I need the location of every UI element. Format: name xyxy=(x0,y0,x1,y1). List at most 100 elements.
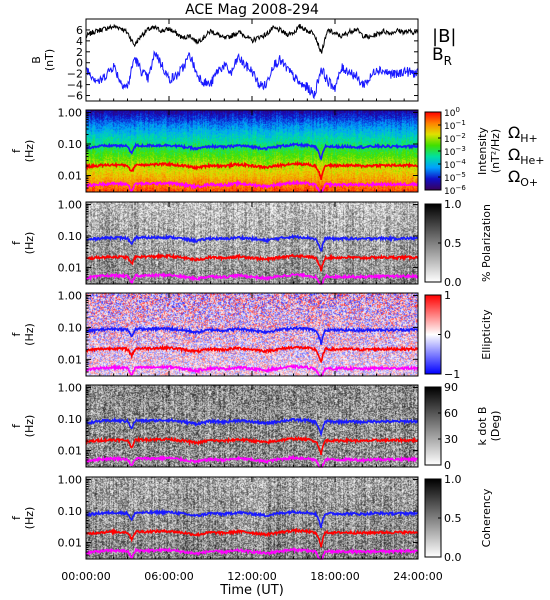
colorbar-tick-label: 10−6 xyxy=(444,184,466,197)
intensity-spectrogram xyxy=(86,110,418,192)
y-tick-label: 0.01 xyxy=(58,353,83,366)
colorbar-tick-label: 10−2 xyxy=(444,132,466,145)
colorbar-label-unit: (nT²/Hz) xyxy=(489,129,502,173)
y-axis-label-quantity: B xyxy=(30,56,43,64)
colorbar-tick-label: 10−1 xyxy=(444,119,466,132)
y-tick-label: −4 xyxy=(67,79,83,92)
legend-b-magnitude: |B| xyxy=(432,26,456,47)
y-tick-label: 0.01 xyxy=(58,170,83,183)
y-tick-label: −2 xyxy=(67,68,83,81)
gyro-line-hplus xyxy=(85,233,419,252)
colorbar-tick-label: 10−5 xyxy=(444,171,466,184)
colorbar-tick-label: 10−4 xyxy=(444,158,466,171)
gyro-line-hplus xyxy=(85,325,419,345)
colorbar-tick-label: 100 xyxy=(444,106,460,119)
x-tick-label: 24:00:00 xyxy=(393,570,442,583)
coherency-spectrogram xyxy=(86,477,418,559)
intensity-panel: 1.00 0.10 0.01 f (Hz) 10010−110−210−310−410−5… xyxy=(10,106,545,197)
legend-heplus: ΩHe+ xyxy=(508,145,545,167)
y-axis-label-quantity: f xyxy=(10,331,23,336)
y-axis-label: f (Hz) xyxy=(10,415,36,438)
x-tick-label: 18:00:00 xyxy=(310,570,359,583)
coherency-panel: 1.00 0.10 0.01 f (Hz) 1.0 0.5 0.0 Coherency xyxy=(10,473,493,564)
y-tick-label: 0.10 xyxy=(58,321,83,334)
y-tick-label: 1.00 xyxy=(58,381,83,394)
y-tick-label: 1.00 xyxy=(58,473,83,486)
y-axis-label: f (Hz) xyxy=(10,323,36,346)
gyro-line-heplus xyxy=(85,160,419,181)
y-tick-label: 0.10 xyxy=(58,505,83,518)
colorbar-label-text: Ellipticity xyxy=(480,309,493,360)
colorbar-tick-label: 0 xyxy=(444,459,451,472)
series-line-b-r xyxy=(86,50,418,100)
colorbar-label: Coherency xyxy=(480,488,493,547)
chart-title: ACE Mag 2008-294 xyxy=(185,2,319,18)
y-axis-label: B (nT) xyxy=(30,49,56,71)
y-tick-label: 0.01 xyxy=(58,262,83,275)
y-tick-label: 1.00 xyxy=(58,198,83,211)
y-axis-label: f (Hz) xyxy=(10,232,36,255)
gyrofrequency-legend: ΩH+ΩHe+ΩO+ xyxy=(508,123,545,189)
colorbar-tick-label: 1.0 xyxy=(444,473,462,486)
gyro-line-heplus xyxy=(86,252,419,272)
y-tick-label: 0.10 xyxy=(58,413,83,426)
x-tick-label: 06:00:00 xyxy=(144,570,193,583)
y-tick-label: −6 xyxy=(67,90,83,103)
polarization-panel: 1.00 0.10 0.01 f (Hz) 1.0 0.5 0.0 % Polarization xyxy=(10,198,493,289)
y-axis-label: f (Hz) xyxy=(10,507,36,530)
x-axis-label: Time (UT) xyxy=(219,583,284,598)
gyro-line-oplus xyxy=(85,454,419,468)
y-axis-label: f (Hz) xyxy=(10,140,36,163)
legend-oplus: ΩO+ xyxy=(508,167,538,189)
colorbar-tick-label: 60 xyxy=(444,407,458,420)
colorbar-tick-label: 0.0 xyxy=(444,551,462,564)
series-line-b-magnitude xyxy=(86,23,418,54)
gyro-line-heplus xyxy=(85,344,419,364)
gyro-line-hplus xyxy=(85,508,419,529)
colorbar-tick-label: −1 xyxy=(444,368,460,381)
y-axis-label-unit: (Hz) xyxy=(23,140,36,163)
gyro-line-hplus xyxy=(85,141,419,161)
time-axis: 00:00:00 06:00:00 12:00:00 18:00:00 24:00:00 xyxy=(61,19,443,583)
legend-b-r: BR xyxy=(432,45,452,68)
y-axis-label-unit: (Hz) xyxy=(23,323,36,346)
colorbar-label-text: Coherency xyxy=(480,488,493,547)
polarization-spectrogram xyxy=(86,202,418,284)
y-axis-label-unit: (Hz) xyxy=(23,415,36,438)
y-axis-label-quantity: f xyxy=(10,515,23,520)
kdotb-colorbar xyxy=(424,386,442,466)
gyro-line-oplus xyxy=(85,546,419,560)
x-tick-label: 12:00:00 xyxy=(227,570,276,583)
colorbar-tick-label: 0.5 xyxy=(444,512,462,525)
gyro-line-heplus xyxy=(85,527,419,548)
colorbar-tick-label: 0.5 xyxy=(444,237,462,250)
y-tick-label: 1.00 xyxy=(58,106,83,119)
colorbar-label: Ellipticity xyxy=(480,309,493,360)
y-tick-label: 0.10 xyxy=(58,230,83,243)
y-tick-label: 0.01 xyxy=(58,445,83,458)
colorbar-tick-label: 0 xyxy=(444,329,451,342)
gyro-line-oplus xyxy=(85,363,419,377)
legend-hplus: ΩH+ xyxy=(508,123,538,145)
y-tick-label: 6 xyxy=(76,24,83,37)
y-tick-label: 0.01 xyxy=(58,537,83,550)
colorbar-label-quantity: Intensity xyxy=(476,127,489,175)
y-axis-label-quantity: f xyxy=(10,148,23,153)
y-tick-label: 2 xyxy=(76,46,83,59)
colorbar-label-text: % Polarization xyxy=(480,204,493,282)
x-tick-label: 00:00:00 xyxy=(61,570,110,583)
y-tick-label: 1.00 xyxy=(58,290,83,303)
y-axis-label-unit: (Hz) xyxy=(23,507,36,530)
gyro-line-heplus xyxy=(85,435,419,456)
y-axis-label-quantity: f xyxy=(10,423,23,428)
ellipticity-spectrogram xyxy=(86,293,418,376)
y-axis-label-unit: (Hz) xyxy=(23,232,36,255)
kdotb-spectrogram xyxy=(86,385,418,467)
legend: |B|BR xyxy=(432,26,456,68)
ellipticity-panel: 1.00 0.10 0.01 f (Hz) 1 0 −1 Ellipticity xyxy=(10,289,493,381)
colorbar-tick-label: 0.0 xyxy=(444,276,462,289)
colorbar-tick-label: 90 xyxy=(444,381,458,394)
